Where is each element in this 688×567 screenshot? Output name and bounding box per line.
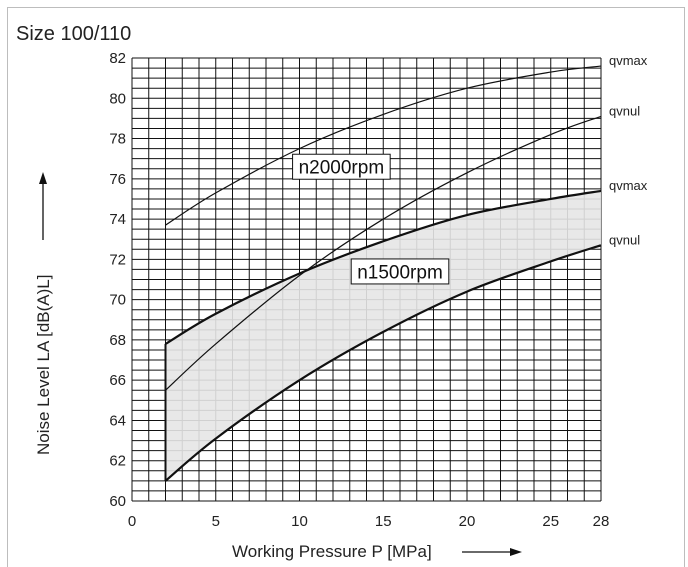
shaded-band bbox=[164, 190, 601, 481]
y-tick-label: 76 bbox=[109, 171, 126, 188]
y-tick-label: 74 bbox=[109, 211, 126, 228]
y-tick-label: 78 bbox=[109, 131, 126, 148]
y-tick-label: 72 bbox=[109, 251, 126, 268]
x-tick-label: 10 bbox=[291, 513, 308, 530]
series-label-n1500rpm-qvnul: qvnul bbox=[609, 232, 640, 247]
series-lines bbox=[164, 65, 602, 482]
annotations: n2000rpm n1500rpm bbox=[292, 153, 450, 285]
x-tick-label: 20 bbox=[459, 513, 476, 530]
chart-frame bbox=[7, 7, 685, 567]
y-tick-label: 82 bbox=[109, 50, 126, 67]
y-tick-label: 66 bbox=[109, 372, 126, 389]
series-label-n2000rpm-qvnul: qvnul bbox=[609, 103, 640, 118]
series-line-n1500rpm-qvmax bbox=[164, 189, 602, 345]
y-tick-label: 64 bbox=[109, 412, 126, 429]
chart-title: Size 100/110 bbox=[16, 23, 131, 45]
series-line-n1500rpm-qvnul bbox=[164, 244, 602, 482]
series-line-n2000rpm-qvmax bbox=[165, 65, 602, 226]
annotation-box bbox=[350, 258, 450, 285]
annotation-n1500rpm: n1500rpm bbox=[350, 258, 450, 285]
x-tick-label: 5 bbox=[212, 513, 220, 530]
x-tick-label: 15 bbox=[375, 513, 392, 530]
series-label-n1500rpm-qvmax: qvmax bbox=[609, 178, 648, 193]
series-label-n2000rpm-qvmax: qvmax bbox=[609, 53, 648, 68]
y-axis-title: Noise Level LA [dB(A)L] bbox=[34, 172, 53, 455]
x-axis-arrowhead bbox=[510, 548, 522, 556]
x-axis-label: Working Pressure P [MPa] bbox=[232, 542, 432, 561]
shaded-band-area bbox=[165, 190, 601, 481]
annotation-box bbox=[292, 153, 391, 180]
x-tick-label: 25 bbox=[542, 513, 559, 530]
y-tick-label: 62 bbox=[109, 453, 126, 470]
series-labels: qvmax qvnul qvmax qvnul bbox=[609, 53, 648, 247]
x-tick-labels: 0 5 10 15 20 25 28 bbox=[128, 513, 610, 530]
y-tick-label: 80 bbox=[109, 90, 126, 107]
annotation-label: n2000rpm bbox=[299, 158, 385, 179]
x-tick-label: 0 bbox=[128, 513, 136, 530]
y-axis-arrowhead bbox=[39, 172, 47, 184]
y-tick-labels: 60 62 64 66 68 70 72 74 76 78 80 82 bbox=[109, 50, 126, 510]
y-axis-label: Noise Level LA [dB(A)L] bbox=[34, 275, 53, 455]
x-tick-label: 28 bbox=[593, 513, 610, 530]
x-axis-title: Working Pressure P [MPa] bbox=[232, 542, 522, 561]
annotation-n2000rpm: n2000rpm bbox=[292, 153, 391, 180]
series-line-n2000rpm-qvnul bbox=[165, 115, 602, 391]
y-tick-label: 68 bbox=[109, 332, 126, 349]
y-tick-label: 60 bbox=[109, 493, 126, 510]
annotation-label: n1500rpm bbox=[357, 262, 443, 283]
y-tick-label: 70 bbox=[109, 292, 126, 309]
